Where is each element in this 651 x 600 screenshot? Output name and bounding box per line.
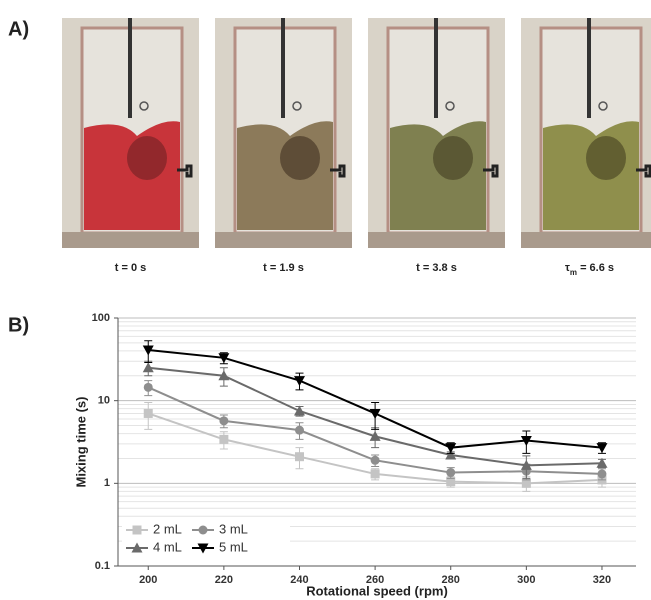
marker — [521, 478, 531, 488]
marker — [197, 543, 209, 554]
connector — [483, 164, 499, 178]
marker — [294, 452, 304, 462]
legend-label: 3 mL — [219, 521, 248, 536]
marker — [142, 362, 154, 373]
probe — [292, 101, 302, 111]
probe — [598, 101, 608, 111]
legend-box — [122, 518, 290, 560]
marker — [369, 408, 381, 419]
marker — [131, 542, 143, 553]
caption-text: = 6.6 s — [577, 262, 614, 274]
caption-subscript: m — [570, 268, 577, 277]
panel-label: A) — [8, 18, 29, 40]
y-axis-title: Mixing time (s) — [73, 396, 88, 487]
caption: t = 0 s — [115, 262, 147, 274]
x-tick-label: 240 — [290, 574, 308, 586]
connector — [177, 164, 193, 178]
x-tick-label: 260 — [366, 574, 384, 586]
tank-base — [215, 232, 352, 248]
panel-label: B) — [8, 314, 29, 336]
tank-base — [62, 232, 199, 248]
legend-label: 2 mL — [153, 521, 182, 536]
liquid — [237, 121, 333, 230]
x-tick-label: 200 — [139, 574, 157, 586]
marker — [132, 525, 142, 535]
marker — [143, 408, 153, 418]
shaft — [281, 18, 285, 118]
marker — [293, 376, 305, 387]
y-tick-label: 0.1 — [95, 560, 110, 572]
photos: t = 0 s t = 1.9 s t = 3.8 s τm = 6.6 s — [62, 18, 651, 277]
caption: t = 3.8 s — [416, 262, 457, 274]
shaft — [128, 18, 132, 118]
probe — [445, 101, 455, 111]
marker — [596, 443, 608, 454]
x-tick-label: 220 — [215, 574, 233, 586]
connector — [330, 164, 346, 178]
caption: τm = 6.6 s — [565, 262, 614, 277]
marker — [446, 477, 456, 487]
plume — [586, 136, 626, 180]
caption: t = 1.9 s — [263, 262, 304, 274]
marker — [445, 449, 457, 460]
marker — [520, 459, 532, 470]
tank-base — [368, 232, 505, 248]
legend-label: 5 mL — [219, 539, 248, 554]
marker — [446, 468, 456, 478]
marker — [143, 382, 153, 392]
marker — [596, 457, 608, 468]
marker — [219, 434, 229, 444]
marker — [198, 525, 208, 535]
x-tick-label: 320 — [593, 574, 611, 586]
x-axis-title: Rotational speed (rpm) — [306, 583, 448, 598]
plume — [127, 136, 167, 180]
marker — [142, 345, 154, 356]
marker — [369, 430, 381, 441]
marker — [597, 469, 607, 479]
plume — [433, 136, 473, 180]
caption-symbol: τ — [565, 262, 570, 274]
liquid — [543, 121, 639, 230]
plume — [280, 136, 320, 180]
marker — [218, 370, 230, 381]
probe — [139, 101, 149, 111]
y-tick-label: 1 — [104, 477, 110, 489]
connector — [636, 164, 651, 178]
marker — [370, 469, 380, 479]
marker — [219, 416, 229, 426]
marker — [445, 443, 457, 454]
shaft — [587, 18, 591, 118]
liquid — [390, 121, 486, 230]
liquid — [84, 121, 180, 230]
marker — [293, 405, 305, 416]
marker — [218, 353, 230, 364]
marker — [370, 455, 380, 465]
chart: 0.1 1 10 100 200 220 240 260 280 300 320 Rotational… — [73, 312, 636, 598]
shaft — [434, 18, 438, 118]
marker — [520, 435, 532, 446]
y-tick-label: 100 — [92, 312, 110, 324]
legend-label: 4 mL — [153, 539, 182, 554]
x-tick-label: 280 — [442, 574, 460, 586]
x-tick-label: 300 — [517, 574, 535, 586]
tank-base — [521, 232, 651, 248]
marker — [294, 425, 304, 435]
y-tick-label: 10 — [98, 395, 110, 407]
